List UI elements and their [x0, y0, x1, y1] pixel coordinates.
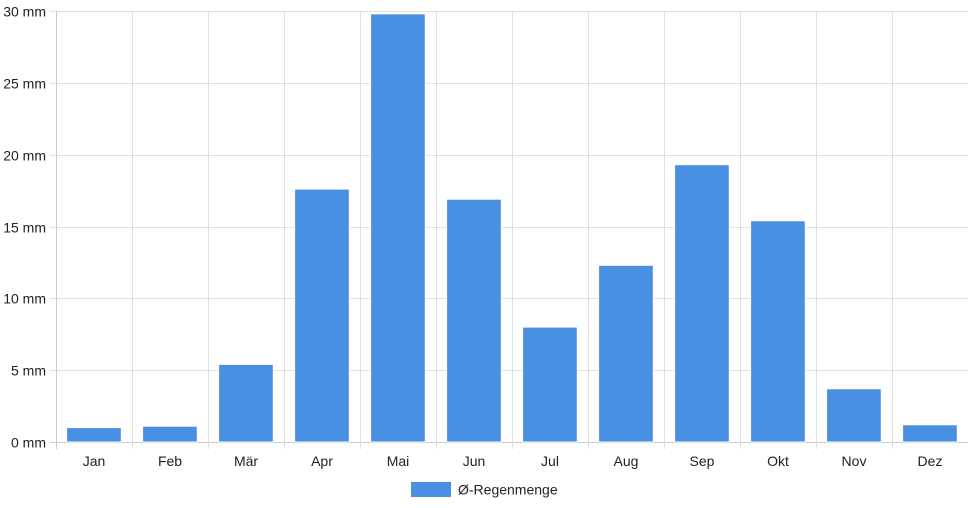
x-tick-label: Jan	[83, 453, 106, 469]
y-tick-label: 25 mm	[3, 76, 46, 92]
bar-mai[interactable]	[370, 13, 426, 443]
axis-layer: 0 mm 5 mm 10 mm 15 mm 20 mm 25 mm 30 mm Jan Feb M…	[3, 4, 942, 470]
legend[interactable]: Ø-Regenmenge	[411, 482, 558, 498]
y-tick-label: 0 mm	[11, 435, 46, 451]
grid-layer	[50, 11, 968, 449]
bar-feb[interactable]	[142, 425, 198, 443]
x-tick-label: Jul	[541, 453, 559, 469]
y-tick-label: 15 mm	[3, 220, 46, 236]
y-tick-label: 30 mm	[3, 4, 46, 20]
bar-dez[interactable]	[902, 424, 958, 443]
bar-apr[interactable]	[294, 188, 350, 443]
bar-jun[interactable]	[446, 198, 502, 443]
x-tick-label: Sep	[690, 453, 715, 469]
legend-label: Ø-Regenmenge	[458, 482, 558, 498]
x-tick-label: Aug	[614, 453, 639, 469]
x-tick-label: Dez	[918, 453, 943, 469]
x-tick-label: Mär	[234, 453, 258, 469]
bar-mär[interactable]	[218, 363, 274, 443]
bar-jul[interactable]	[522, 326, 578, 443]
x-tick-label: Okt	[767, 453, 789, 469]
bar-nov[interactable]	[826, 388, 882, 443]
bar-sep[interactable]	[674, 164, 730, 443]
bar-jan[interactable]	[66, 427, 122, 443]
y-tick-label: 10 mm	[3, 291, 46, 307]
y-tick-label: 20 mm	[3, 148, 46, 164]
x-tick-label: Apr	[311, 453, 333, 469]
legend-swatch	[411, 482, 451, 497]
x-tick-label: Nov	[842, 453, 867, 469]
x-tick-label: Feb	[158, 453, 182, 469]
y-tick-label: 5 mm	[11, 363, 46, 379]
bar-aug[interactable]	[598, 264, 654, 443]
x-tick-label: Mai	[387, 453, 410, 469]
bar-layer	[66, 13, 958, 443]
bar-okt[interactable]	[750, 220, 806, 443]
x-tick-label: Jun	[463, 453, 486, 469]
